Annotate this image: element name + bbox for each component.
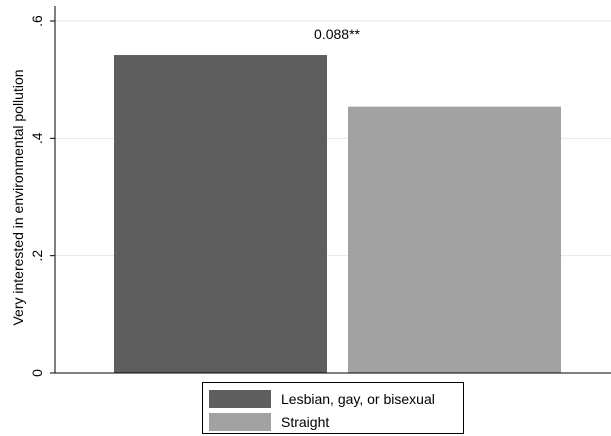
y-ticks: 0 .2 .4 .6 bbox=[29, 15, 55, 377]
difference-annotation: 0.088** bbox=[314, 26, 360, 42]
legend-label-straight: Straight bbox=[281, 414, 330, 430]
y-tick-label: .2 bbox=[29, 250, 45, 262]
legend-swatch-lgb bbox=[209, 390, 271, 408]
y-tick-label: .6 bbox=[29, 15, 45, 27]
legend-label-lgb: Lesbian, gay, or bisexual bbox=[281, 391, 435, 407]
bars bbox=[114, 55, 561, 374]
y-tick-label: 0 bbox=[29, 369, 45, 377]
legend-swatch-straight bbox=[209, 413, 271, 431]
bar-chart: 0 .2 .4 .6 Very interested in environmental… bbox=[10, 6, 611, 377]
y-axis-title: Very interested in environmental polluti… bbox=[10, 69, 26, 325]
bar-1 bbox=[348, 106, 561, 374]
legend: Lesbian, gay, or bisexual Straight bbox=[202, 382, 464, 434]
legend-item-lgb: Lesbian, gay, or bisexual bbox=[209, 389, 435, 409]
legend-item-straight: Straight bbox=[209, 412, 329, 432]
y-tick-label: .4 bbox=[29, 132, 45, 144]
bar-0 bbox=[114, 55, 327, 373]
